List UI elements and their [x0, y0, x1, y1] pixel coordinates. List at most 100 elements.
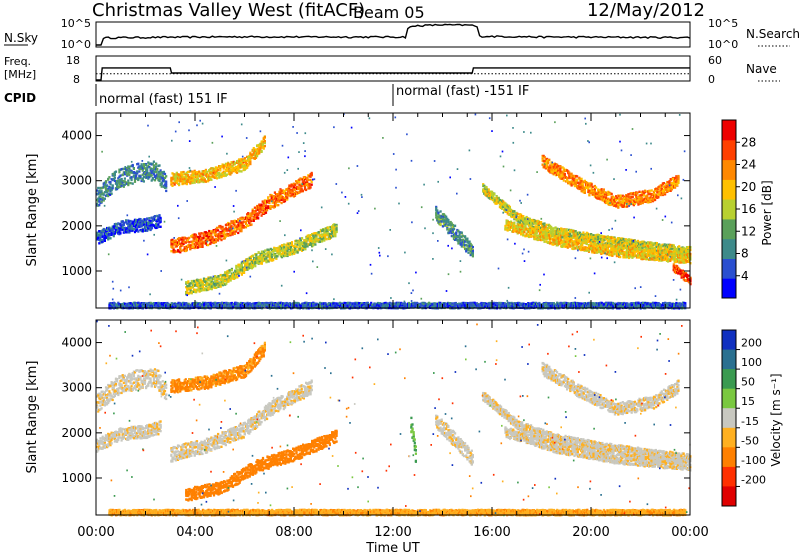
power-point-173 — [127, 182, 129, 184]
power-point-695 — [154, 215, 156, 217]
power-point-1126 — [244, 157, 246, 159]
power-point-373 — [165, 190, 167, 192]
power-point-4229 — [520, 233, 522, 235]
power-point-1923 — [297, 186, 299, 188]
power-point-724 — [160, 219, 162, 221]
power-point-1720 — [259, 211, 261, 213]
power-point-2447 — [268, 249, 270, 251]
power-point-1073 — [234, 162, 236, 164]
power-point-245 — [141, 163, 143, 165]
power-point-2393 — [258, 251, 260, 253]
power-point-183 — [129, 182, 131, 184]
power-point-2380 — [255, 254, 257, 256]
power-point-2767 — [328, 229, 330, 231]
power-point-1557 — [229, 223, 231, 225]
power-point-118 — [117, 186, 119, 188]
power-point-2938 — [457, 242, 459, 244]
power-point-1431 — [206, 235, 208, 237]
power-point-4076 — [678, 248, 680, 250]
power-point-267 — [145, 164, 147, 166]
power-point-2805 — [334, 235, 336, 237]
power-point-981 — [217, 169, 219, 171]
station-title: Christmas Valley West (fitACF) — [92, 0, 365, 21]
power-point-1991 — [310, 186, 312, 188]
power-point-336 — [158, 164, 160, 166]
power-point-4781 — [622, 248, 624, 250]
power-point-3783 — [624, 242, 626, 244]
power-point-3365 — [546, 224, 548, 226]
power-point-987 — [218, 176, 220, 178]
power-point-1595 — [236, 228, 238, 230]
power-point-2407 — [261, 262, 263, 264]
power-point-1826 — [279, 193, 281, 195]
nave-tick-bottom: 0 — [708, 73, 715, 86]
power-point-3013 — [472, 246, 474, 248]
power-point-215 — [135, 175, 137, 177]
power-point-220 — [136, 170, 138, 172]
power-point-469 — [113, 235, 115, 237]
power-point-196 — [132, 182, 134, 184]
power-point-122 — [118, 171, 120, 173]
power-point-4685 — [605, 248, 607, 250]
power-point-2015 — [187, 280, 189, 282]
power-point-1152 — [249, 159, 251, 161]
power-point-1630 — [243, 226, 245, 228]
power-point-17 — [98, 190, 100, 192]
power-point-2024 — [190, 282, 192, 284]
power-point-177 — [128, 174, 130, 176]
power-point-2043 — [193, 288, 195, 290]
power-point-322 — [155, 163, 157, 165]
power-point-1976 — [307, 179, 309, 181]
power-point-4240 — [522, 234, 524, 236]
power-point-1183 — [255, 148, 257, 150]
power-point-1617 — [240, 230, 242, 232]
power-point-443 — [107, 238, 109, 240]
power-point-1952 — [303, 180, 305, 182]
power-point-2544 — [287, 250, 289, 252]
power-point-4451 — [561, 245, 563, 247]
power-point-3017 — [472, 250, 474, 252]
power-point-70 — [108, 176, 110, 178]
power-point-4052 — [674, 246, 676, 248]
power-point-4904 — [646, 258, 648, 260]
power-point-4965 — [657, 250, 659, 252]
power-point-2483 — [274, 250, 276, 252]
power-point-207 — [134, 181, 136, 183]
power-point-2987 — [466, 245, 468, 247]
power-point-1649 — [246, 220, 248, 222]
power-point-88 — [112, 185, 114, 187]
power-point-53 — [105, 181, 107, 183]
power-point-97 — [114, 180, 116, 182]
power-point-521 — [122, 226, 124, 228]
power-point-3787 — [625, 238, 627, 240]
power-point-3808 — [628, 238, 630, 240]
power-point-2140 — [211, 288, 213, 290]
power-point-306 — [153, 164, 155, 166]
power-point-2570 — [291, 241, 293, 243]
power-point-4584 — [587, 241, 589, 243]
power-point-1031 — [226, 173, 228, 175]
power-point-2596 — [295, 246, 297, 248]
power-point-348 — [161, 185, 163, 187]
power-point-1706 — [257, 217, 259, 219]
power-point-2461 — [271, 256, 273, 258]
power-point-64 — [107, 189, 109, 191]
power-point-2487 — [275, 247, 277, 249]
power-point-65 — [107, 178, 109, 180]
power-point-420 — [104, 240, 106, 242]
power-point-1957 — [304, 186, 306, 188]
nsearch-tick-top: 10^5 — [708, 17, 738, 30]
power-point-3014 — [472, 255, 474, 257]
power-point-29 — [101, 190, 103, 192]
power-point-824 — [188, 176, 190, 178]
power-point-2128 — [209, 279, 211, 281]
power-point-3359 — [545, 226, 547, 228]
power-point-527 — [123, 224, 125, 226]
power-point-1589 — [235, 230, 237, 232]
power-point-2819 — [435, 207, 437, 209]
power-point-3051 — [488, 188, 490, 190]
power-point-1928 — [298, 181, 300, 183]
power-point-2734 — [321, 240, 323, 242]
power-point-1235 — [264, 140, 266, 142]
